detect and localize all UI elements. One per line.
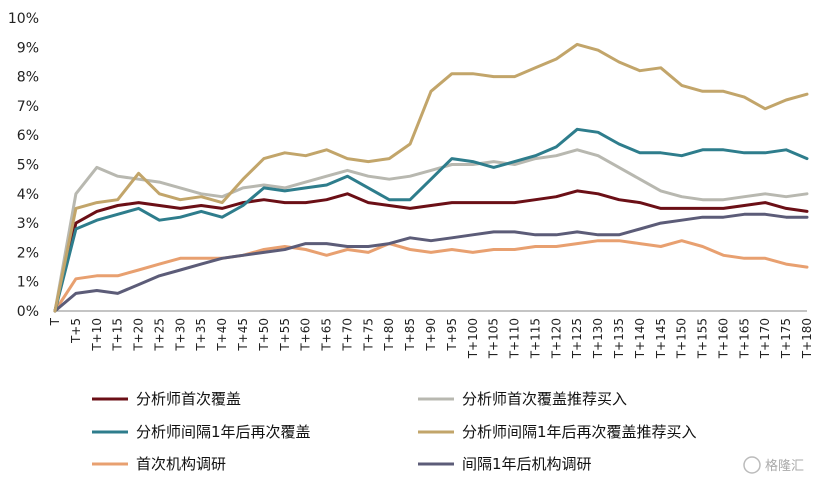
legend-label: 分析师首次覆盖 <box>136 390 241 408</box>
x-tick-label: T <box>48 317 62 326</box>
series-line-3 <box>53 42 809 313</box>
x-tick-label: T+35 <box>194 318 208 352</box>
x-tick-label: T+55 <box>278 318 292 352</box>
series-line-4 <box>53 239 809 313</box>
y-tick-label: 10% <box>8 11 39 27</box>
x-tick-label: T+115 <box>528 318 542 359</box>
y-tick-label: 1% <box>17 275 39 291</box>
x-tick-label: T+25 <box>152 318 166 352</box>
x-tick-label: T+95 <box>445 318 459 352</box>
series-line-5 <box>53 212 809 313</box>
x-tick-label: T+40 <box>215 318 229 352</box>
x-tick-label: T+145 <box>654 318 668 359</box>
x-tick-label: T+150 <box>675 318 689 359</box>
x-tick-label: T+180 <box>800 318 814 359</box>
x-tick-label: T+10 <box>90 318 104 352</box>
x-tick-label: T+5 <box>69 318 83 344</box>
legend-label: 间隔1年后机构调研 <box>462 455 592 473</box>
x-tick-label: T+65 <box>320 318 334 352</box>
x-tick-label: T+110 <box>508 318 522 359</box>
x-tick-label: T+120 <box>549 318 563 359</box>
legend-label: 分析师间隔1年后再次覆盖推荐买入 <box>462 423 697 441</box>
x-tick-label: T+50 <box>257 318 271 352</box>
x-tick-label: T+155 <box>696 318 710 359</box>
y-tick-label: 5% <box>17 158 39 174</box>
x-axis-ticks: T T+5 T+10 T+15 T+20 T+25 T+30 T+35 T+40 T+45 T+50… <box>48 317 814 359</box>
x-tick-label: T+125 <box>570 318 584 359</box>
x-tick-label: T+70 <box>340 318 354 352</box>
x-tick-label: T+60 <box>299 318 313 352</box>
x-tick-label: T+175 <box>779 318 793 359</box>
y-tick-label: 3% <box>17 216 39 232</box>
y-tick-label: 7% <box>17 99 39 115</box>
series-line-1 <box>53 148 809 313</box>
watermark-text: 格隆汇 <box>765 458 804 474</box>
x-tick-label: T+170 <box>758 318 772 359</box>
series-line-2 <box>53 127 809 313</box>
x-tick-label: T+100 <box>466 318 480 359</box>
series-lines <box>53 42 809 313</box>
x-tick-label: T+160 <box>716 318 730 359</box>
legend-label: 首次机构调研 <box>136 455 226 473</box>
x-tick-label: T+105 <box>487 318 501 359</box>
x-tick-label: T+90 <box>424 318 438 352</box>
y-tick-label: 8% <box>17 70 39 86</box>
y-tick-label: 6% <box>17 128 39 144</box>
y-tick-label: 0% <box>17 304 39 320</box>
watermark-logo-icon <box>743 456 761 474</box>
y-tick-label: 9% <box>17 40 39 56</box>
x-tick-label: T+165 <box>737 318 751 359</box>
x-tick-label: T+135 <box>612 318 626 359</box>
legend-label: 分析师首次覆盖推荐买入 <box>462 390 627 408</box>
y-tick-label: 4% <box>17 187 39 203</box>
x-tick-label: T+140 <box>633 318 647 359</box>
series-line-0 <box>53 189 809 313</box>
y-tick-label: 2% <box>17 245 39 261</box>
x-tick-label: T+20 <box>132 318 146 352</box>
x-tick-label: T+75 <box>361 318 375 352</box>
x-tick-label: T+15 <box>111 318 125 352</box>
x-tick-label: T+30 <box>173 318 187 352</box>
x-tick-label: T+130 <box>591 318 605 359</box>
x-tick-label: T+85 <box>403 318 417 352</box>
watermark: 格隆汇 <box>743 456 804 474</box>
x-tick-label: T+45 <box>236 318 250 352</box>
x-tick-label: T+80 <box>382 318 396 352</box>
y-axis-ticks: 0% 1% 2% 3% 4% 5% 6% 7% 8% 9% 10% <box>8 11 39 320</box>
legend-label: 分析师间隔1年后再次覆盖 <box>136 423 311 441</box>
